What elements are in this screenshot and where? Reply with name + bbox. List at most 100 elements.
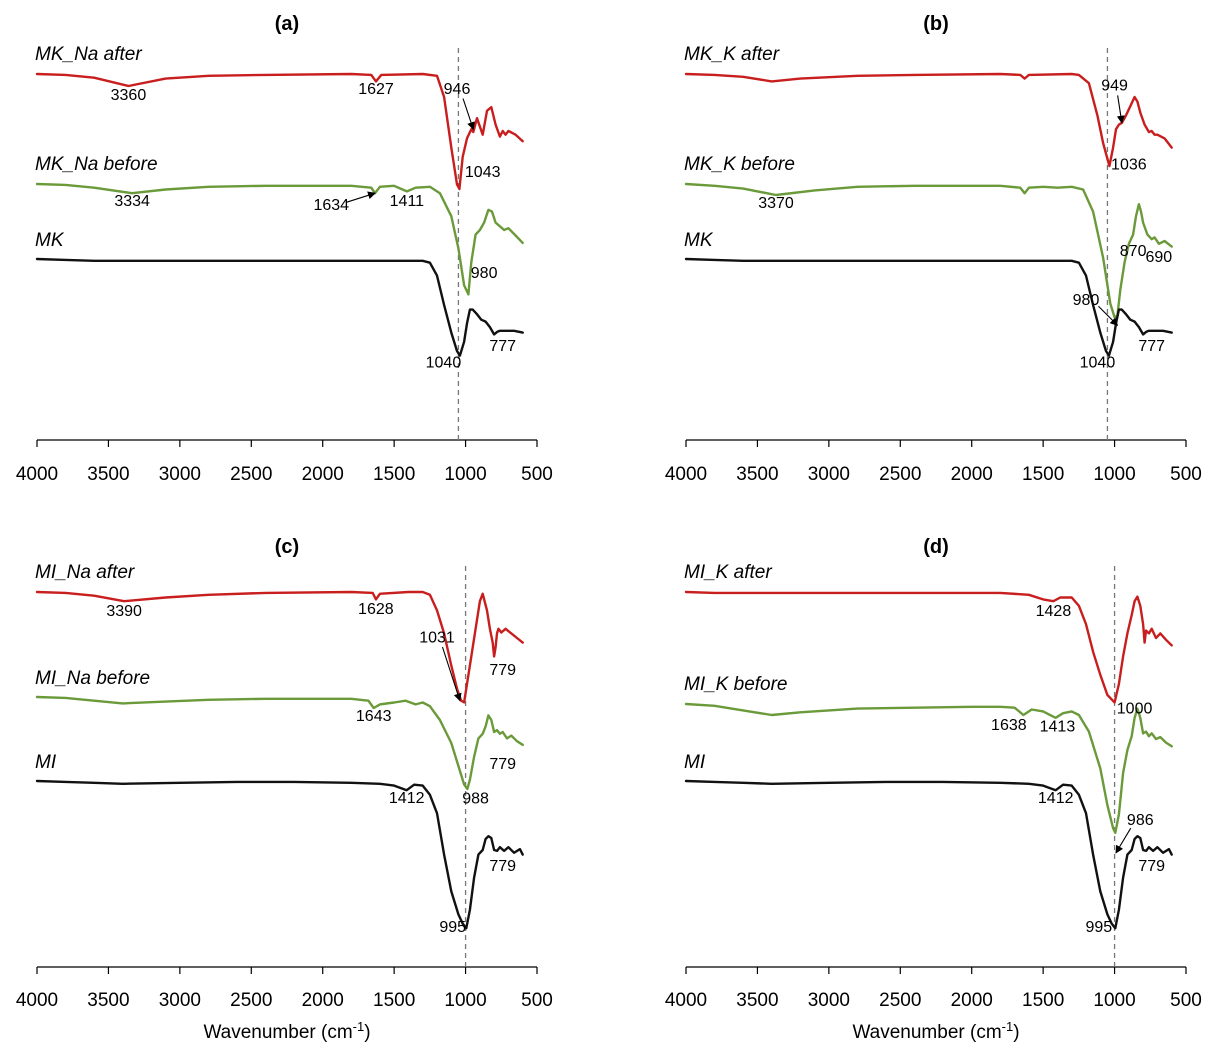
x-tick-label: 3000	[159, 464, 201, 485]
peak-arrow	[346, 191, 376, 203]
x-tick-label: 1000	[444, 990, 486, 1011]
x-tick-label: 3500	[87, 990, 129, 1011]
x-tick-label: 500	[521, 990, 553, 1011]
x-tick-label: 3500	[87, 464, 129, 485]
peak-label: 1036	[1111, 157, 1147, 174]
peak-label: 779	[489, 756, 516, 773]
panel-title: (c)	[275, 536, 299, 558]
peak-label: 1411	[390, 193, 425, 210]
x-tick-label: 2000	[302, 464, 344, 485]
peak-label: 1634	[313, 197, 349, 214]
series-line-after	[684, 590, 1173, 704]
x-axis-title: Wavenumber (cm-1)	[852, 1019, 1019, 1043]
peak-label: 946	[444, 81, 471, 98]
series-label: MI	[684, 752, 706, 773]
peak-label: 995	[1086, 919, 1113, 936]
peak-label: 779	[1138, 858, 1165, 875]
peak-label: 777	[489, 338, 516, 355]
peak-label: 3390	[106, 603, 142, 620]
panel-a: (a) 4000 3500 3000 2500 2000 1500 1000 500 MK_Na …	[16, 13, 553, 485]
peak-label: 3334	[114, 193, 150, 210]
peak-arrow	[441, 646, 462, 702]
peak-arrow	[1115, 827, 1132, 854]
peak-label: 1040	[426, 355, 462, 372]
series-label: MK_Na before	[35, 154, 158, 175]
panel-title: (a)	[275, 13, 299, 35]
series-label: MI_Na after	[35, 562, 135, 583]
x-tick-label: 500	[1170, 990, 1202, 1011]
x-tick-label: 4000	[16, 990, 58, 1011]
series-line-after	[35, 72, 524, 191]
series-label: MI	[35, 752, 57, 773]
x-tick-label: 2500	[879, 464, 921, 485]
x-tick-label: 2500	[230, 464, 272, 485]
peak-label: 779	[489, 858, 516, 875]
x-tick-label: 1500	[373, 464, 415, 485]
peak-label: 995	[439, 919, 466, 936]
peak-label: 1043	[465, 164, 501, 181]
series-label: MK_K after	[684, 44, 780, 65]
peak-label: 1628	[358, 601, 394, 618]
series-label: MK	[684, 230, 714, 251]
peak-label: 980	[1073, 292, 1100, 309]
peak-label: 1000	[1117, 700, 1153, 717]
series-label: MI_K after	[684, 562, 772, 583]
peak-label: 1627	[358, 81, 394, 98]
peak-label: 1638	[991, 717, 1027, 734]
x-tick-label: 500	[1170, 464, 1202, 485]
peak-label: 980	[471, 265, 498, 282]
peak-label: 1412	[389, 790, 425, 807]
peak-label: 1040	[1080, 355, 1116, 372]
peak-arrow	[462, 98, 475, 131]
x-tick-label: 2000	[951, 990, 993, 1011]
x-tick-label: 3000	[808, 990, 850, 1011]
series-line-before	[35, 182, 524, 296]
series-line-before	[35, 695, 524, 791]
x-tick-label: 3000	[159, 990, 201, 1011]
peak-label: 779	[489, 662, 516, 679]
peak-label: 3360	[111, 87, 147, 104]
x-tick-label: 3500	[736, 990, 778, 1011]
series-line-before	[684, 702, 1173, 834]
series-line-base	[684, 779, 1173, 930]
series-label: MK_K before	[684, 154, 795, 175]
series-line-base	[35, 779, 524, 930]
x-tick-label: 1000	[1093, 464, 1135, 485]
peak-label: 949	[1101, 78, 1128, 95]
series-line-before	[684, 182, 1173, 319]
peak-label: 1031	[419, 630, 455, 647]
x-tick-label: 1000	[1093, 990, 1135, 1011]
series-line-base	[35, 257, 524, 357]
x-tick-label: 4000	[665, 464, 707, 485]
x-tick-label: 1500	[1022, 464, 1064, 485]
peak-label: 988	[462, 791, 489, 808]
x-tick-label: 3000	[808, 464, 850, 485]
series-line-after	[684, 72, 1173, 168]
series-line-base	[684, 257, 1173, 357]
peak-label: 1412	[1038, 790, 1074, 807]
peak-label: 870	[1120, 243, 1147, 260]
peak-label: 690	[1146, 249, 1173, 266]
peak-label: 1643	[356, 708, 392, 725]
peak-label: 986	[1127, 812, 1154, 829]
x-tick-label: 3500	[736, 464, 778, 485]
x-tick-label: 2500	[230, 990, 272, 1011]
x-tick-label: 4000	[665, 990, 707, 1011]
x-tick-label: 2500	[879, 990, 921, 1011]
series-label: MI_Na before	[35, 668, 150, 689]
series-label: MK	[35, 230, 65, 251]
series-label: MI_K before	[684, 674, 788, 695]
peak-label: 777	[1138, 338, 1165, 355]
panel-title: (d)	[923, 536, 949, 558]
x-tick-label: 2000	[951, 464, 993, 485]
peak-arrow	[1116, 95, 1125, 124]
x-tick-label: 1000	[444, 464, 486, 485]
series-label: MK_Na after	[35, 44, 142, 65]
peak-arrow	[1098, 305, 1119, 326]
peak-label: 1428	[1036, 603, 1072, 620]
peak-label: 1413	[1040, 719, 1076, 736]
x-tick-label: 1500	[1022, 990, 1064, 1011]
x-axis-title: Wavenumber (cm-1)	[203, 1019, 370, 1043]
peak-label: 3370	[758, 195, 794, 212]
